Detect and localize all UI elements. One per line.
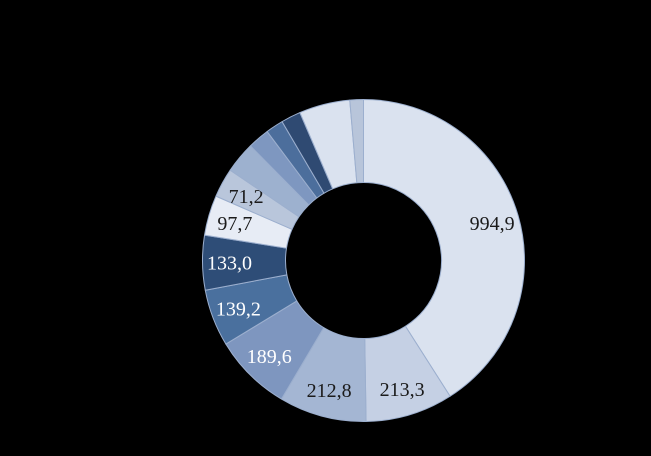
donut-segment-1 [363, 99, 525, 397]
donut-segment-14 [349, 99, 364, 184]
